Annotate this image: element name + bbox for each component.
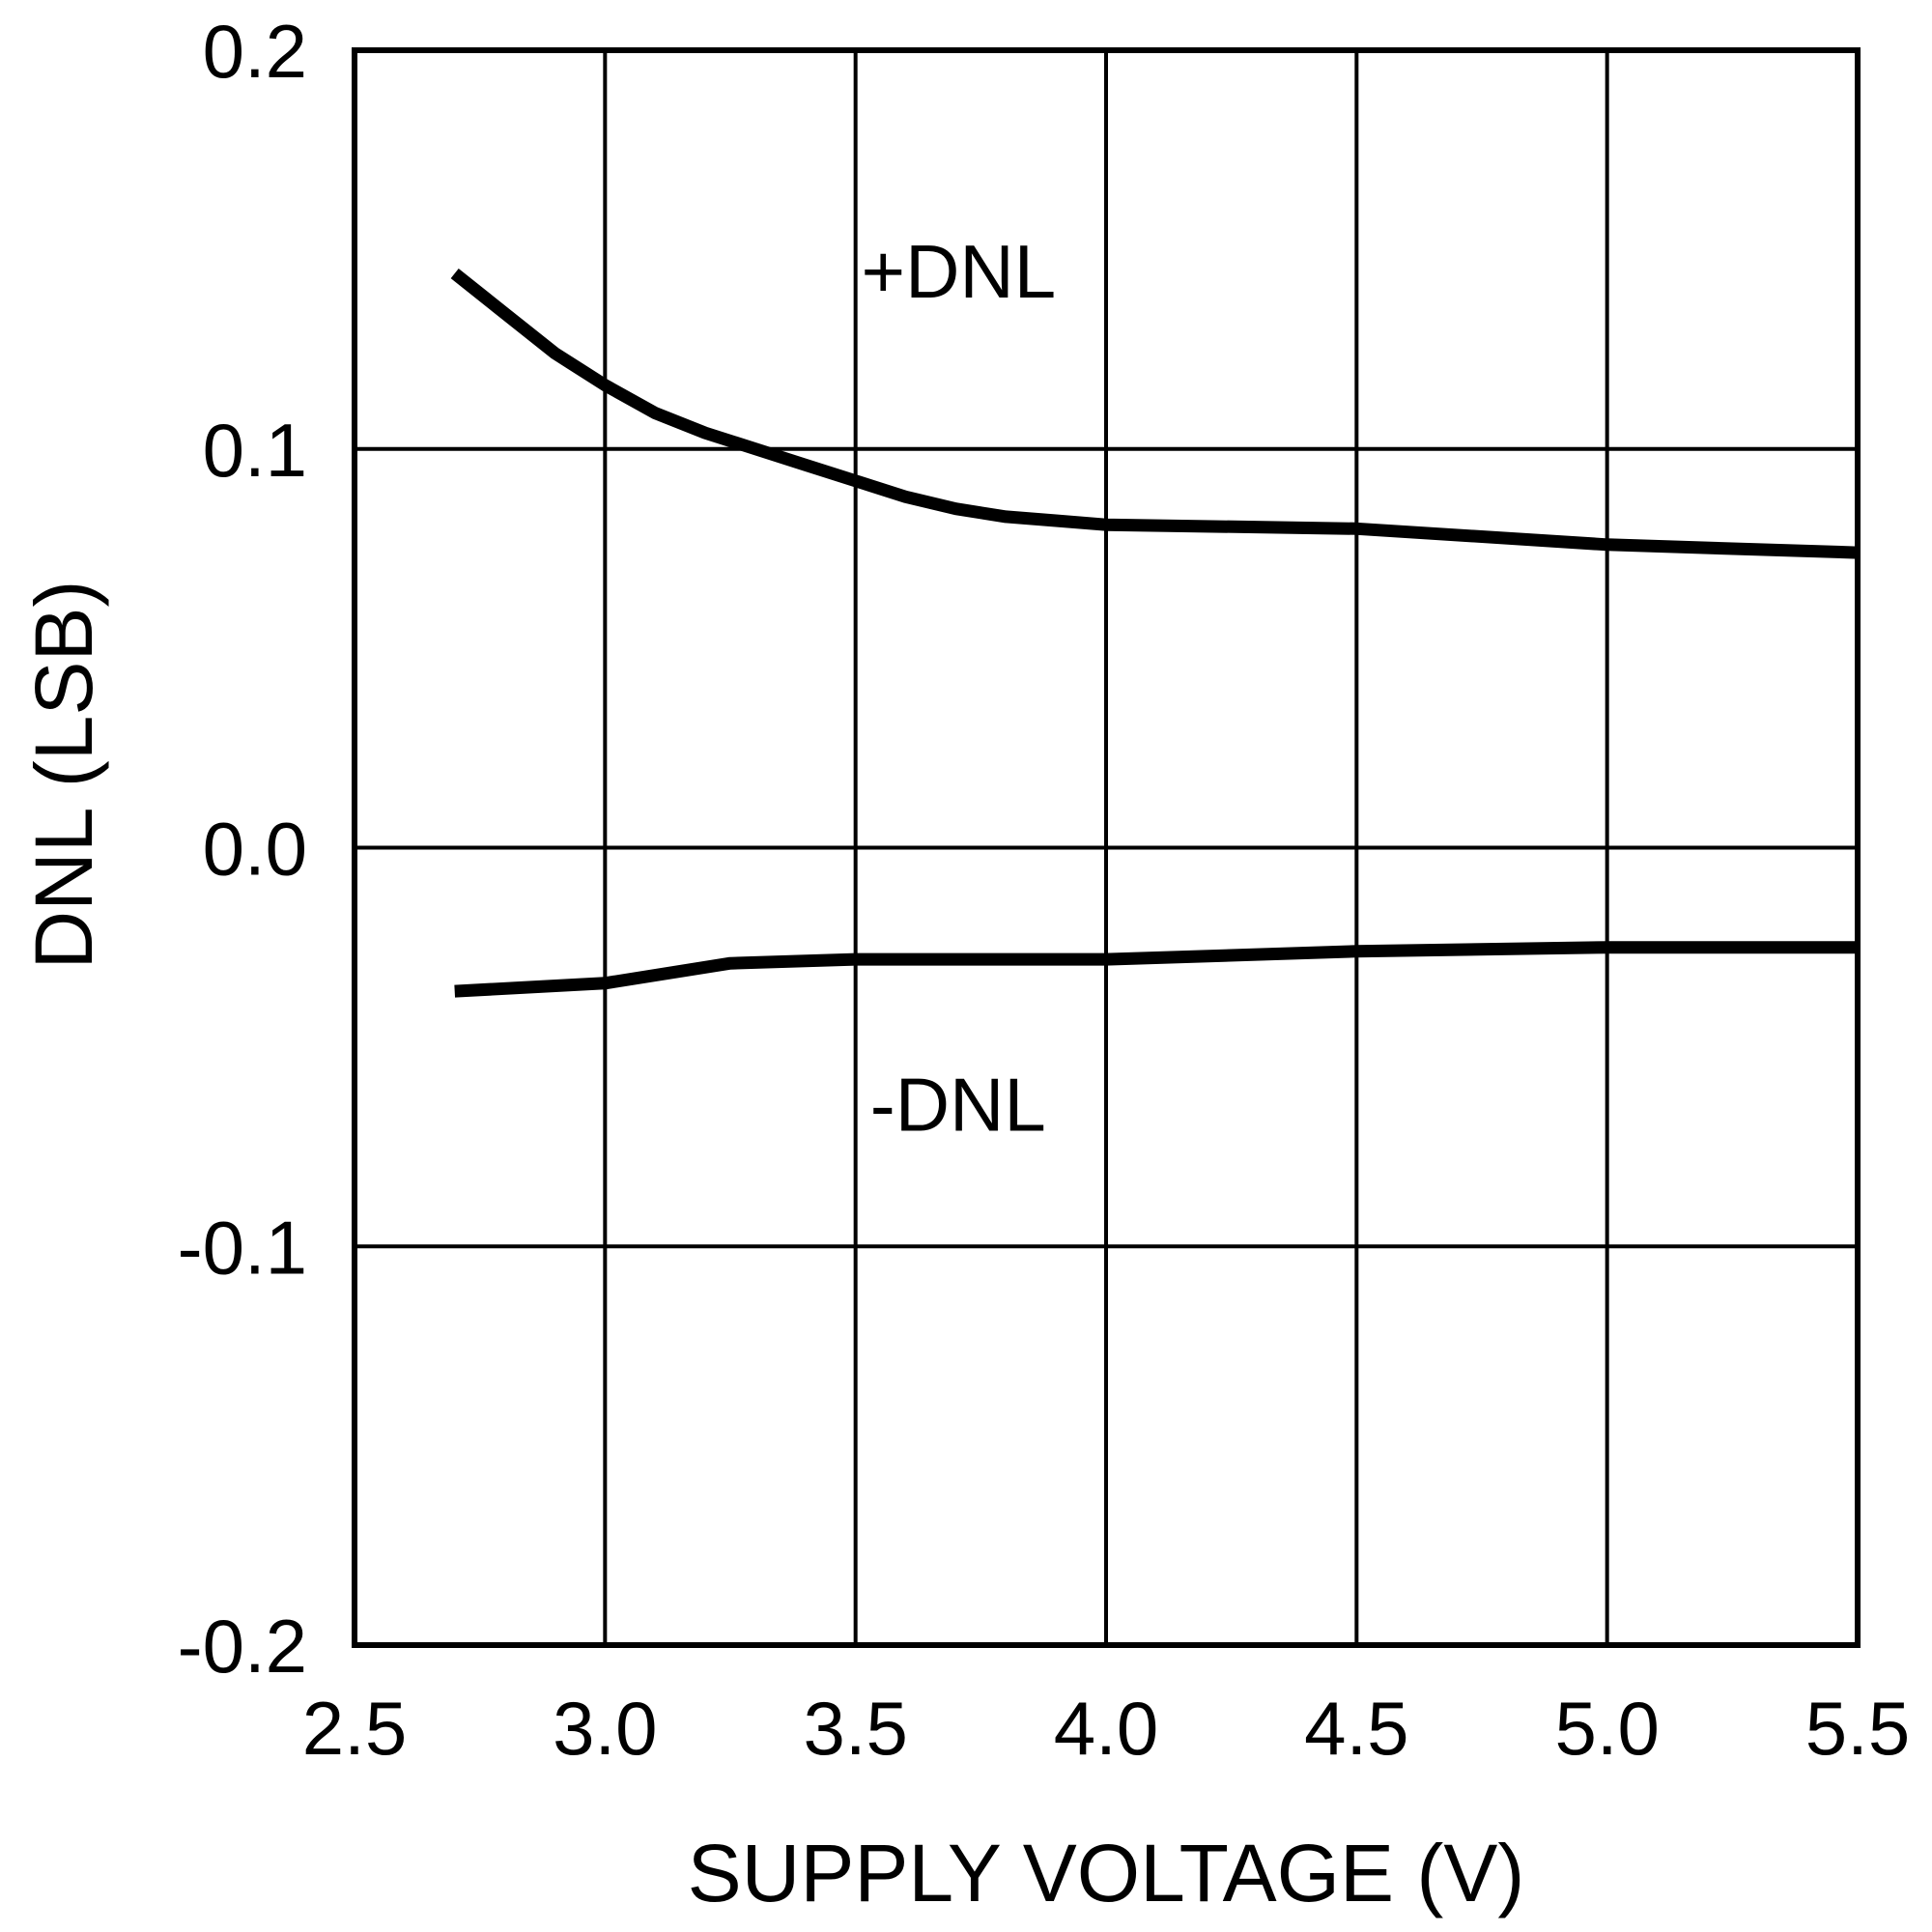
y-axis-title: DNL (LSB) bbox=[18, 581, 109, 970]
y-tick-label-0: 0.2 bbox=[203, 9, 307, 94]
grid bbox=[353, 48, 1860, 1647]
series-label-backdrop-0 bbox=[877, 237, 1062, 321]
x-tick-label-0: 2.5 bbox=[302, 1686, 407, 1771]
y-tick-label-3: -0.1 bbox=[178, 1205, 307, 1290]
x-tick-label-5: 5.0 bbox=[1554, 1686, 1659, 1771]
series-labels: +DNL -DNL bbox=[862, 229, 1062, 1154]
series-lines bbox=[450, 269, 1859, 998]
x-tick-label-6: 5.5 bbox=[1805, 1686, 1910, 1771]
plot-frame bbox=[352, 47, 1861, 1648]
y-tick-label-2: 0.0 bbox=[203, 807, 307, 892]
series-label-0: +DNL bbox=[862, 229, 1057, 314]
series-label-1: -DNL bbox=[870, 1063, 1046, 1148]
x-tick-label-3: 4.0 bbox=[1054, 1686, 1158, 1771]
series-line-minus-dnl bbox=[454, 941, 1858, 998]
x-tick-label-4: 4.5 bbox=[1304, 1686, 1408, 1771]
y-tick-label-1: 0.1 bbox=[203, 408, 307, 493]
x-tick-labels: 2.5 3.0 3.5 4.0 4.5 5.0 5.5 bbox=[302, 1686, 1910, 1771]
y-tick-labels: 0.2 0.1 0.0 -0.1 -0.2 bbox=[178, 9, 307, 1689]
y-tick-label-4: -0.2 bbox=[178, 1604, 307, 1689]
series-line-plus-dnl bbox=[450, 269, 1859, 559]
x-tick-label-1: 3.0 bbox=[553, 1686, 657, 1771]
x-tick-label-2: 3.5 bbox=[803, 1686, 907, 1771]
x-axis-title: SUPPLY VOLTAGE (V) bbox=[688, 1828, 1525, 1918]
series-label-backdrop-1 bbox=[867, 1070, 1051, 1154]
